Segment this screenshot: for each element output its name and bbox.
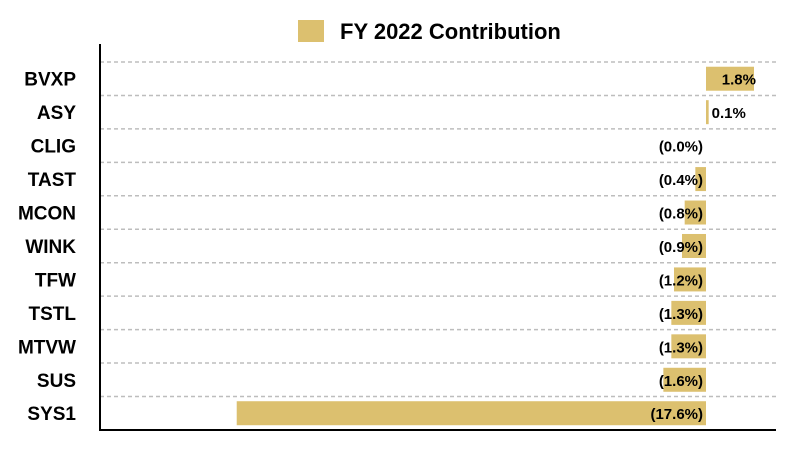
category-labels: BVXP ASY CLIG TAST MCON WINK TFW TSTL MTVW SUS SYS… [18, 70, 76, 426]
bar-asy [706, 100, 709, 125]
gridlines [100, 61, 776, 398]
value-labels: 1.8% 0.1% (0.0%) (0.4%) (0.8%) (0.9%) (1.2%) (1… [650, 72, 756, 424]
bar-bvxp [706, 66, 754, 91]
value-label: (0.9%) [659, 239, 703, 256]
category-label: BVXP [24, 70, 76, 91]
bars [236, 66, 754, 426]
legend-swatch [298, 20, 324, 42]
legend: FY 2022 Contribution [298, 19, 561, 44]
category-label: MTVW [18, 337, 76, 358]
bar-tfw [674, 267, 706, 292]
value-label: (1.3%) [659, 306, 703, 323]
bar-tast [695, 167, 706, 192]
bar-wink [682, 233, 706, 258]
category-label: TAST [28, 170, 77, 191]
value-label: (0.0%) [659, 139, 703, 156]
category-label: ASY [37, 103, 76, 124]
category-label: TFW [35, 270, 76, 291]
value-label: (1.2%) [659, 272, 703, 289]
bar-sus [663, 367, 706, 392]
category-label: SYS1 [27, 404, 76, 425]
bar-mcon [684, 200, 706, 225]
value-label: (1.6%) [659, 373, 703, 390]
category-label: CLIG [31, 137, 76, 158]
axes [99, 44, 776, 431]
value-label: (0.4%) [659, 172, 703, 189]
category-label: MCON [18, 204, 76, 225]
value-label: 1.8% [722, 72, 756, 89]
legend-label: FY 2022 Contribution [340, 19, 561, 44]
value-label: (1.3%) [659, 339, 703, 356]
value-label: (17.6%) [650, 406, 703, 423]
bar-mtvw [671, 334, 706, 359]
value-label: (0.8%) [659, 206, 703, 223]
category-label: SUS [37, 371, 76, 392]
category-label: WINK [25, 237, 76, 258]
bar-tstl [671, 300, 706, 325]
value-label: 0.1% [712, 105, 746, 122]
bar-sys1 [236, 401, 706, 426]
category-label: TSTL [29, 304, 77, 325]
